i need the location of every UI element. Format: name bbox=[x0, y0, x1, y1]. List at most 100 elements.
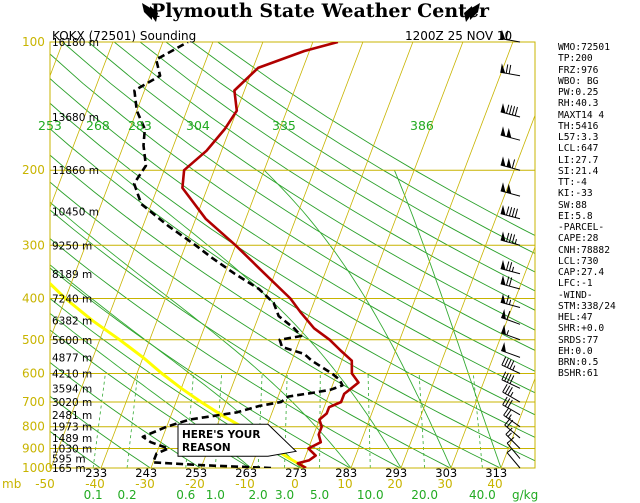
wind-barbs bbox=[500, 29, 521, 469]
wind-barb-flag bbox=[507, 386, 513, 396]
theta-bottom-label: 293 bbox=[385, 466, 407, 480]
wind-barb bbox=[500, 156, 521, 171]
sounding-parameter: FRZ:976 bbox=[558, 64, 599, 76]
wind-barb-staff bbox=[500, 71, 521, 77]
wind-barb bbox=[500, 103, 521, 118]
wind-barb bbox=[500, 204, 521, 220]
mixing-ratio-line bbox=[319, 373, 321, 468]
dry-adiabat-line bbox=[50, 53, 535, 372]
wind-barb-flag bbox=[505, 64, 509, 74]
theta-e-label: 304 bbox=[186, 118, 210, 133]
isotherm-line bbox=[250, 42, 414, 468]
pressure-tick-label: 100 bbox=[22, 35, 45, 49]
height-label: 1973 m bbox=[52, 422, 92, 434]
wind-barb-pennant bbox=[500, 182, 506, 193]
sounding-parameter: CAPE:28 bbox=[558, 233, 599, 245]
header-banner: Plymouth State Weather Center bbox=[0, 0, 640, 26]
wind-barb bbox=[506, 437, 521, 459]
annotation-text-line1: HERE'S YOUR bbox=[182, 429, 260, 441]
sounding-parameters-list: WMO:72501 TP:200 FRZ:976 WBO: BG PW:0.25 RH:4… bbox=[558, 42, 640, 380]
wind-barb-flag bbox=[509, 360, 515, 370]
sounding-parameter: LCL:730 bbox=[558, 255, 599, 267]
mixing-ratio-unit: g/kg bbox=[512, 488, 538, 502]
height-label: 5600 m bbox=[52, 335, 92, 347]
temperature-trace bbox=[181, 42, 360, 468]
isotherm-line bbox=[200, 42, 364, 468]
wind-barb-staff bbox=[500, 283, 521, 290]
wind-barb-flag bbox=[506, 437, 515, 444]
mixing-ratio-line bbox=[257, 373, 263, 468]
wind-barb-pennant bbox=[500, 204, 506, 215]
wind-barb-staff bbox=[506, 442, 521, 459]
wind-barb-staff bbox=[501, 317, 521, 325]
temperature-tick-label: 10 bbox=[337, 477, 352, 491]
wind-barb-flag bbox=[504, 385, 511, 394]
wind-barb bbox=[500, 259, 521, 275]
chart-time-label: 1200Z 25 NOV 10 bbox=[405, 29, 512, 43]
wind-barb bbox=[500, 126, 521, 141]
mixing-ratio-line bbox=[418, 373, 426, 468]
dry-adiabat-line bbox=[62, 42, 535, 351]
theta-bottom-label: 313 bbox=[485, 466, 507, 480]
annotation-callout-box bbox=[177, 423, 298, 457]
dry-adiabat-line bbox=[50, 209, 451, 468]
pressure-tick-label: 1000 bbox=[22, 461, 53, 475]
wind-barb bbox=[501, 309, 521, 325]
wind-barb bbox=[500, 293, 521, 308]
dry-adiabat-line bbox=[88, 42, 535, 331]
wind-barb-staff bbox=[500, 301, 521, 308]
mixing-ratio-tick-label: 0.1 bbox=[84, 488, 103, 502]
theta-e-label: 335 bbox=[272, 118, 296, 133]
mixing-ratio-line bbox=[367, 373, 371, 468]
sounding-parameter: HEL:47 bbox=[558, 312, 593, 323]
wind-barb-flag bbox=[505, 30, 509, 40]
mixing-ratio-line bbox=[472, 373, 483, 468]
isotherm-line bbox=[0, 42, 13, 468]
wind-barb-pennant bbox=[501, 309, 506, 320]
temperature-tick-label: 30 bbox=[437, 477, 452, 491]
mixing-ratio-line bbox=[185, 373, 194, 468]
mixing-ratio-tick-label: 10.0 bbox=[357, 488, 384, 502]
wind-barb-staff bbox=[501, 364, 521, 374]
wind-barb bbox=[501, 342, 521, 358]
adiabat-grid bbox=[50, 42, 535, 468]
wind-barb-flag bbox=[505, 409, 512, 418]
mixing-ratio-tick-label: 1.0 bbox=[206, 488, 225, 502]
moist-adiabat-line bbox=[393, 170, 502, 468]
height-label: 10450 m bbox=[52, 207, 99, 219]
wind-barb-flag bbox=[504, 372, 509, 382]
pressure-tick-label: 700 bbox=[22, 395, 45, 409]
sounding-parameter: RH:40.3 bbox=[558, 98, 599, 110]
mixing-ratio-tick-label: 20.0 bbox=[411, 488, 438, 502]
wind-barb-staff bbox=[500, 111, 521, 118]
isotherm-line bbox=[50, 42, 164, 341]
left-wing-emblem-icon bbox=[142, 3, 158, 22]
height-label: 4210 m bbox=[52, 368, 92, 380]
wind-barb-flag bbox=[508, 277, 513, 287]
isotherm-line bbox=[100, 42, 264, 468]
height-label: 1030 m bbox=[52, 444, 92, 456]
mixing-ratio-tick-label: 0.6 bbox=[176, 488, 195, 502]
height-label: 1489 m bbox=[52, 433, 92, 445]
wind-barb-pennant bbox=[500, 293, 506, 304]
wind-barb-flag bbox=[514, 106, 518, 116]
wind-barb-staff bbox=[505, 434, 521, 449]
sounding-parameter: SRDS:77 bbox=[558, 334, 599, 346]
wind-barb-flag bbox=[508, 262, 513, 272]
wind-barb bbox=[500, 231, 521, 246]
banner-emblems bbox=[142, 3, 480, 22]
wind-barb-flag bbox=[504, 417, 511, 426]
wind-barb-flag bbox=[508, 207, 513, 217]
wind-barb-half-flag bbox=[506, 449, 512, 454]
height-label: 6382 m bbox=[52, 315, 92, 327]
mixing-ratio-line bbox=[92, 373, 106, 468]
temperature-tick-label: -30 bbox=[135, 477, 155, 491]
temperature-tick-label: 20 bbox=[387, 477, 402, 491]
wind-barb-flag bbox=[507, 399, 513, 409]
wind-barb-flag bbox=[511, 106, 516, 116]
theta-bottom-label: 263 bbox=[235, 466, 257, 480]
wind-barb-staff bbox=[501, 379, 521, 389]
